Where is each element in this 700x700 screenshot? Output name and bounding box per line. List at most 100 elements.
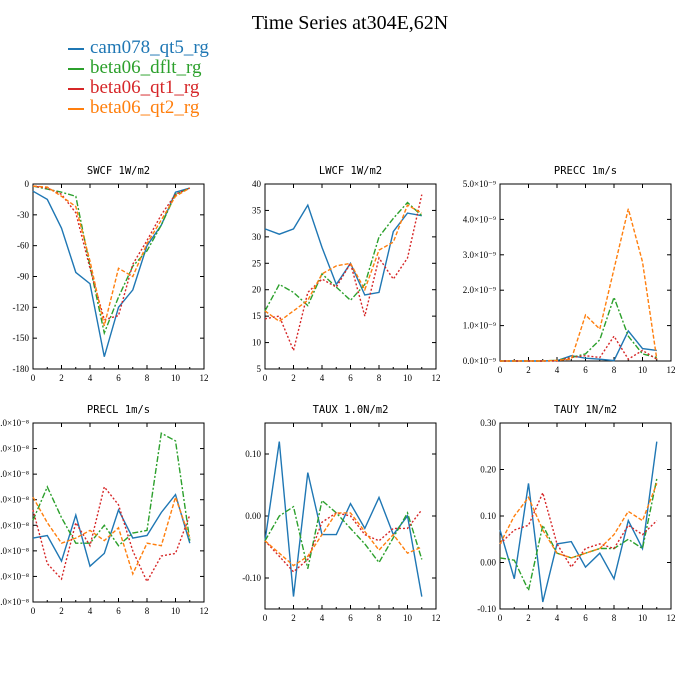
plot-frame: [499, 422, 672, 610]
series-line-3: [264, 509, 423, 573]
legend-item-cam078: cam078_qt5_rg: [68, 38, 209, 58]
x-tick-label: 10: [638, 365, 648, 375]
y-tick-label: -60: [17, 241, 29, 251]
legend-swatch: [68, 67, 84, 70]
y-tick-label: 2.0×10⁻⁸: [0, 546, 29, 556]
x-tick-label: 8: [612, 613, 617, 623]
y-tick-label: -30: [17, 210, 29, 220]
series-line-4: [32, 494, 191, 576]
series-line-2: [264, 499, 423, 569]
series-line-2: [32, 432, 191, 547]
y-tick-label: 0.20: [480, 465, 496, 475]
x-tick-label: 12: [432, 373, 441, 383]
subplot-1: SWCF 1W/m2 0 2 4 6 8 10 12 0 -30 -60 -90 -120 -150 -18…: [13, 165, 209, 383]
x-tick-label: 2: [526, 613, 531, 623]
subplot-title: LWCF 1W/m2: [319, 165, 382, 177]
x-tick-label: 8: [612, 365, 617, 375]
series-line-2: [500, 295, 657, 362]
series-line-1: [264, 441, 423, 597]
x-tick-label: 0: [263, 613, 268, 623]
legend-swatch: [68, 87, 84, 90]
series-line-1: [32, 493, 191, 568]
plot-frame: [264, 183, 437, 370]
x-tick-label: 0: [498, 613, 503, 623]
subplot-6: TAUY 1N/m2 0 2 4 6 8 10 12 -0.10 0.00 0.10 0.20 0.30: [477, 404, 675, 623]
y-tick-label: 40: [252, 179, 262, 189]
x-tick-label: 8: [145, 606, 150, 616]
y-tick-label: 0: [25, 179, 30, 189]
y-tick-label: 0.10: [245, 449, 261, 459]
y-tick-label: 0.30: [480, 418, 496, 428]
x-tick-label: 2: [526, 365, 531, 375]
x-tick-label: 8: [377, 373, 382, 383]
series-line-3: [499, 490, 658, 569]
y-tick-label: 0.00: [480, 558, 496, 568]
subplot-3: PRECC 1m/s 0 2 4 6 8 10 12 0.0×10⁻⁹ 1.0×10⁻⁹ 2.0×1…: [463, 165, 676, 375]
y-tick-label: 1.0×10⁻⁹: [463, 321, 496, 331]
y-tick-label: -90: [17, 272, 29, 282]
series-line-2: [264, 201, 423, 312]
x-tick-label: 12: [667, 365, 676, 375]
y-tick-label: 0.10: [480, 511, 496, 521]
page-title: Time Series at304E,62N: [251, 12, 449, 34]
x-tick-label: 10: [171, 373, 181, 383]
series-line-1: [264, 203, 422, 296]
x-tick-label: 0: [498, 365, 503, 375]
series-line-3: [32, 485, 191, 584]
y-tick-label: 0.0×10⁻⁸: [0, 597, 29, 607]
legend-label: beta06_qt2_rg: [90, 97, 200, 118]
x-tick-label: 2: [59, 606, 64, 616]
x-tick-label: 8: [377, 613, 382, 623]
y-tick-label: 0.00: [245, 511, 261, 521]
y-tick-label: -0.10: [242, 573, 261, 583]
x-tick-label: 6: [348, 613, 353, 623]
y-tick-label: -150: [13, 333, 30, 343]
x-tick-label: 4: [555, 365, 560, 375]
x-tick-label: 2: [291, 613, 296, 623]
x-tick-label: 6: [348, 373, 353, 383]
y-tick-label: 30: [252, 232, 262, 242]
series-line-2: [499, 478, 658, 593]
subplot-title: TAUY 1N/m2: [554, 404, 617, 416]
y-tick-label: 2.0×10⁻⁹: [463, 285, 496, 295]
x-tick-label: 12: [200, 606, 209, 616]
y-tick-label: 5: [257, 364, 262, 374]
subplot-title: PRECC 1m/s: [554, 165, 617, 177]
y-tick-label: 15: [252, 311, 262, 321]
y-tick-label: 1.0×10⁻⁸: [0, 571, 29, 581]
y-tick-label: 3.0×10⁻⁸: [0, 520, 29, 530]
legend-item-beta06-qt2: beta06_qt2_rg: [68, 98, 209, 118]
series-line-4: [500, 208, 658, 362]
series-line-4: [499, 483, 658, 559]
subplot-title: SWCF 1W/m2: [87, 165, 150, 177]
x-tick-label: 10: [171, 606, 181, 616]
series-line-1: [32, 187, 190, 357]
y-tick-label: 35: [252, 205, 262, 215]
x-tick-label: 10: [403, 373, 413, 383]
plot-frame: [32, 183, 205, 370]
subplot-4: PRECL 1m/s 0 2 4 6 8 10 12 0.0×10⁻⁸ 1.0×10⁻⁸ 2.0×1…: [0, 404, 209, 616]
x-tick-label: 0: [31, 373, 36, 383]
x-tick-label: 2: [291, 373, 296, 383]
y-tick-label: 7.0×10⁻⁸: [0, 418, 29, 428]
x-tick-label: 4: [88, 606, 93, 616]
y-tick-label: 4.0×10⁻⁸: [0, 495, 29, 505]
y-tick-label: 6.0×10⁻⁸: [0, 444, 29, 454]
x-tick-label: 6: [116, 606, 121, 616]
x-tick-label: 10: [403, 613, 413, 623]
x-tick-label: 0: [31, 606, 36, 616]
series-line-4: [264, 204, 423, 323]
x-tick-label: 4: [320, 613, 325, 623]
y-tick-label: -180: [13, 364, 30, 374]
y-tick-label: 25: [252, 258, 262, 268]
subplot-title: PRECL 1m/s: [87, 404, 150, 416]
x-tick-label: 0: [263, 373, 268, 383]
legend-item-beta06-dflt: beta06_dflt_rg: [68, 58, 209, 78]
series-line-3: [264, 194, 423, 353]
x-tick-label: 6: [583, 613, 588, 623]
y-tick-label: -0.10: [477, 604, 496, 614]
y-tick-label: 4.0×10⁻⁹: [463, 214, 496, 224]
subplot-title: TAUX 1.0N/m2: [313, 404, 389, 416]
y-tick-label: 10: [252, 338, 262, 348]
